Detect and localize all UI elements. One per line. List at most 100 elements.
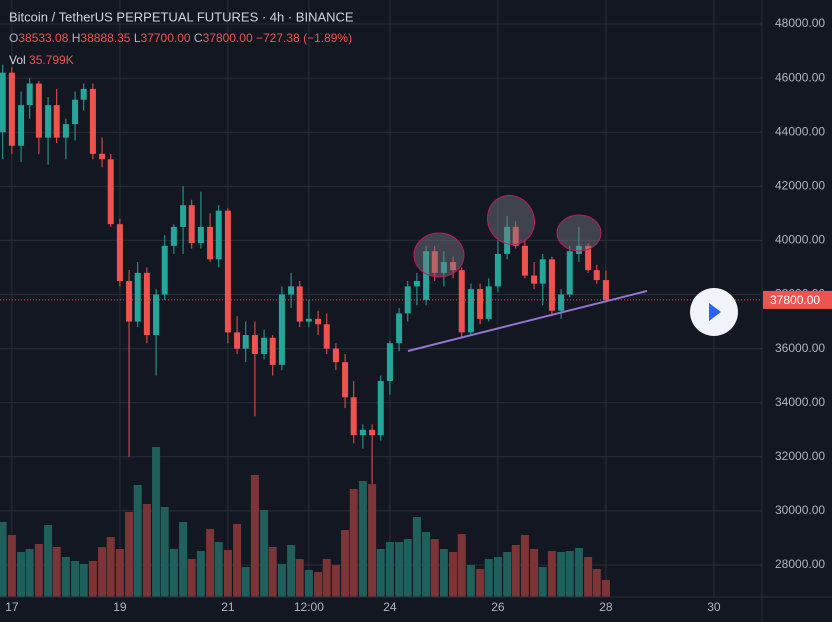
ohlc-header: O38533.08 H38888.35 L37700.00 C37800.00 … xyxy=(9,31,352,45)
volume-bar xyxy=(385,542,394,597)
candle-body xyxy=(18,105,25,146)
play-button[interactable] xyxy=(690,288,738,336)
volume-bar xyxy=(187,559,196,597)
highlight-ellipse xyxy=(556,214,602,252)
x-tick-label: 17 xyxy=(5,600,19,614)
candle-body xyxy=(450,262,457,271)
play-icon[interactable] xyxy=(709,303,721,321)
volume-bar xyxy=(88,561,97,597)
candle-body xyxy=(134,272,141,322)
candle-body xyxy=(369,429,376,436)
candle-body xyxy=(350,397,357,436)
volume-bar xyxy=(223,550,232,597)
volume-bar xyxy=(584,557,593,597)
highlight-ellipse xyxy=(486,194,536,246)
candle-body xyxy=(323,324,330,349)
volume-bar xyxy=(341,530,350,597)
ohlc-prefix: L xyxy=(134,31,141,45)
candle-body xyxy=(585,245,592,271)
last-price-tag xyxy=(763,290,832,309)
volume-bar xyxy=(395,542,404,597)
candle-body xyxy=(153,294,160,336)
candle-body xyxy=(404,286,411,314)
volume-bar xyxy=(142,504,151,597)
volume-bar xyxy=(322,559,331,597)
candle-body xyxy=(188,205,195,244)
candle-body xyxy=(521,245,528,276)
candle-body xyxy=(116,224,123,281)
volume-name: Vol xyxy=(9,53,26,67)
change-percent: (−1.89%) xyxy=(303,31,352,45)
candle-body xyxy=(0,72,6,133)
volume-bar xyxy=(106,537,115,597)
volume-bar xyxy=(233,524,242,597)
volume-bar xyxy=(574,548,583,597)
volume-bar xyxy=(557,552,566,597)
candle-body xyxy=(548,259,555,311)
axes: 28000.00 30000.00 32000.00 34000.00 36000.00… xyxy=(5,16,832,614)
volume-bar xyxy=(25,549,34,597)
volume-bar xyxy=(376,549,385,597)
candle-body xyxy=(413,280,420,287)
highlight-ellipse xyxy=(413,232,465,278)
volume-bar xyxy=(493,557,502,597)
volume-bar xyxy=(179,522,188,597)
y-tick-label: 32000.00 xyxy=(775,449,825,463)
candle-body xyxy=(504,226,511,254)
volume-bar xyxy=(439,549,448,597)
volume-bar xyxy=(169,549,178,597)
volume-bar xyxy=(358,481,367,597)
volume-bar xyxy=(61,557,70,597)
volume-bar xyxy=(160,507,169,597)
volume-bar xyxy=(503,552,512,597)
volume-bar xyxy=(214,542,223,597)
volume-bar xyxy=(125,512,134,597)
candle-body xyxy=(575,245,582,254)
candle-body xyxy=(234,332,241,349)
volume-bar xyxy=(511,545,520,597)
volume-bar xyxy=(241,567,250,597)
volume-bar xyxy=(592,569,601,597)
candle-body xyxy=(215,210,222,260)
candle-body xyxy=(45,105,52,138)
y-tick-label: 28000.00 xyxy=(775,557,825,571)
volume-layer xyxy=(0,447,610,597)
x-tick-label: 28 xyxy=(599,600,613,614)
trend-line xyxy=(407,290,648,352)
volume-bar xyxy=(277,564,286,597)
x-tick-label: 12:00 xyxy=(294,600,324,614)
candle-body xyxy=(602,280,609,300)
ohlc-value: 38533.08 xyxy=(18,31,68,45)
grid xyxy=(0,0,762,597)
volume-bar xyxy=(44,525,53,597)
y-tick-label: 44000.00 xyxy=(775,124,825,138)
ohlc-prefix: C xyxy=(194,31,203,45)
candle-body xyxy=(531,275,538,284)
volume-bar xyxy=(538,567,547,597)
volume-bar xyxy=(287,545,296,597)
candle-body xyxy=(72,99,79,125)
x-tick-label: 21 xyxy=(221,600,235,614)
candle-body xyxy=(440,262,447,273)
candle-body xyxy=(224,210,231,333)
volume-bar xyxy=(133,485,142,597)
candle-body xyxy=(477,289,484,319)
x-tick-label: 26 xyxy=(491,600,505,614)
volume-bar xyxy=(520,535,529,597)
candle-body xyxy=(80,88,87,100)
y-tick-label: 42000.00 xyxy=(775,178,825,192)
volume-bar xyxy=(331,565,340,597)
candle-body xyxy=(35,83,42,138)
volume-bar xyxy=(98,547,107,597)
y-tick-label: 48000.00 xyxy=(775,16,825,30)
volume-bar xyxy=(115,549,124,597)
candle-body xyxy=(296,286,303,322)
volume-bar xyxy=(71,561,80,597)
candle-body xyxy=(8,72,15,146)
candle-body xyxy=(342,362,349,398)
volume-bar xyxy=(79,564,88,597)
x-tick-label: 19 xyxy=(113,600,127,614)
y-tick-label: 36000.00 xyxy=(775,341,825,355)
candle-body xyxy=(431,251,438,273)
